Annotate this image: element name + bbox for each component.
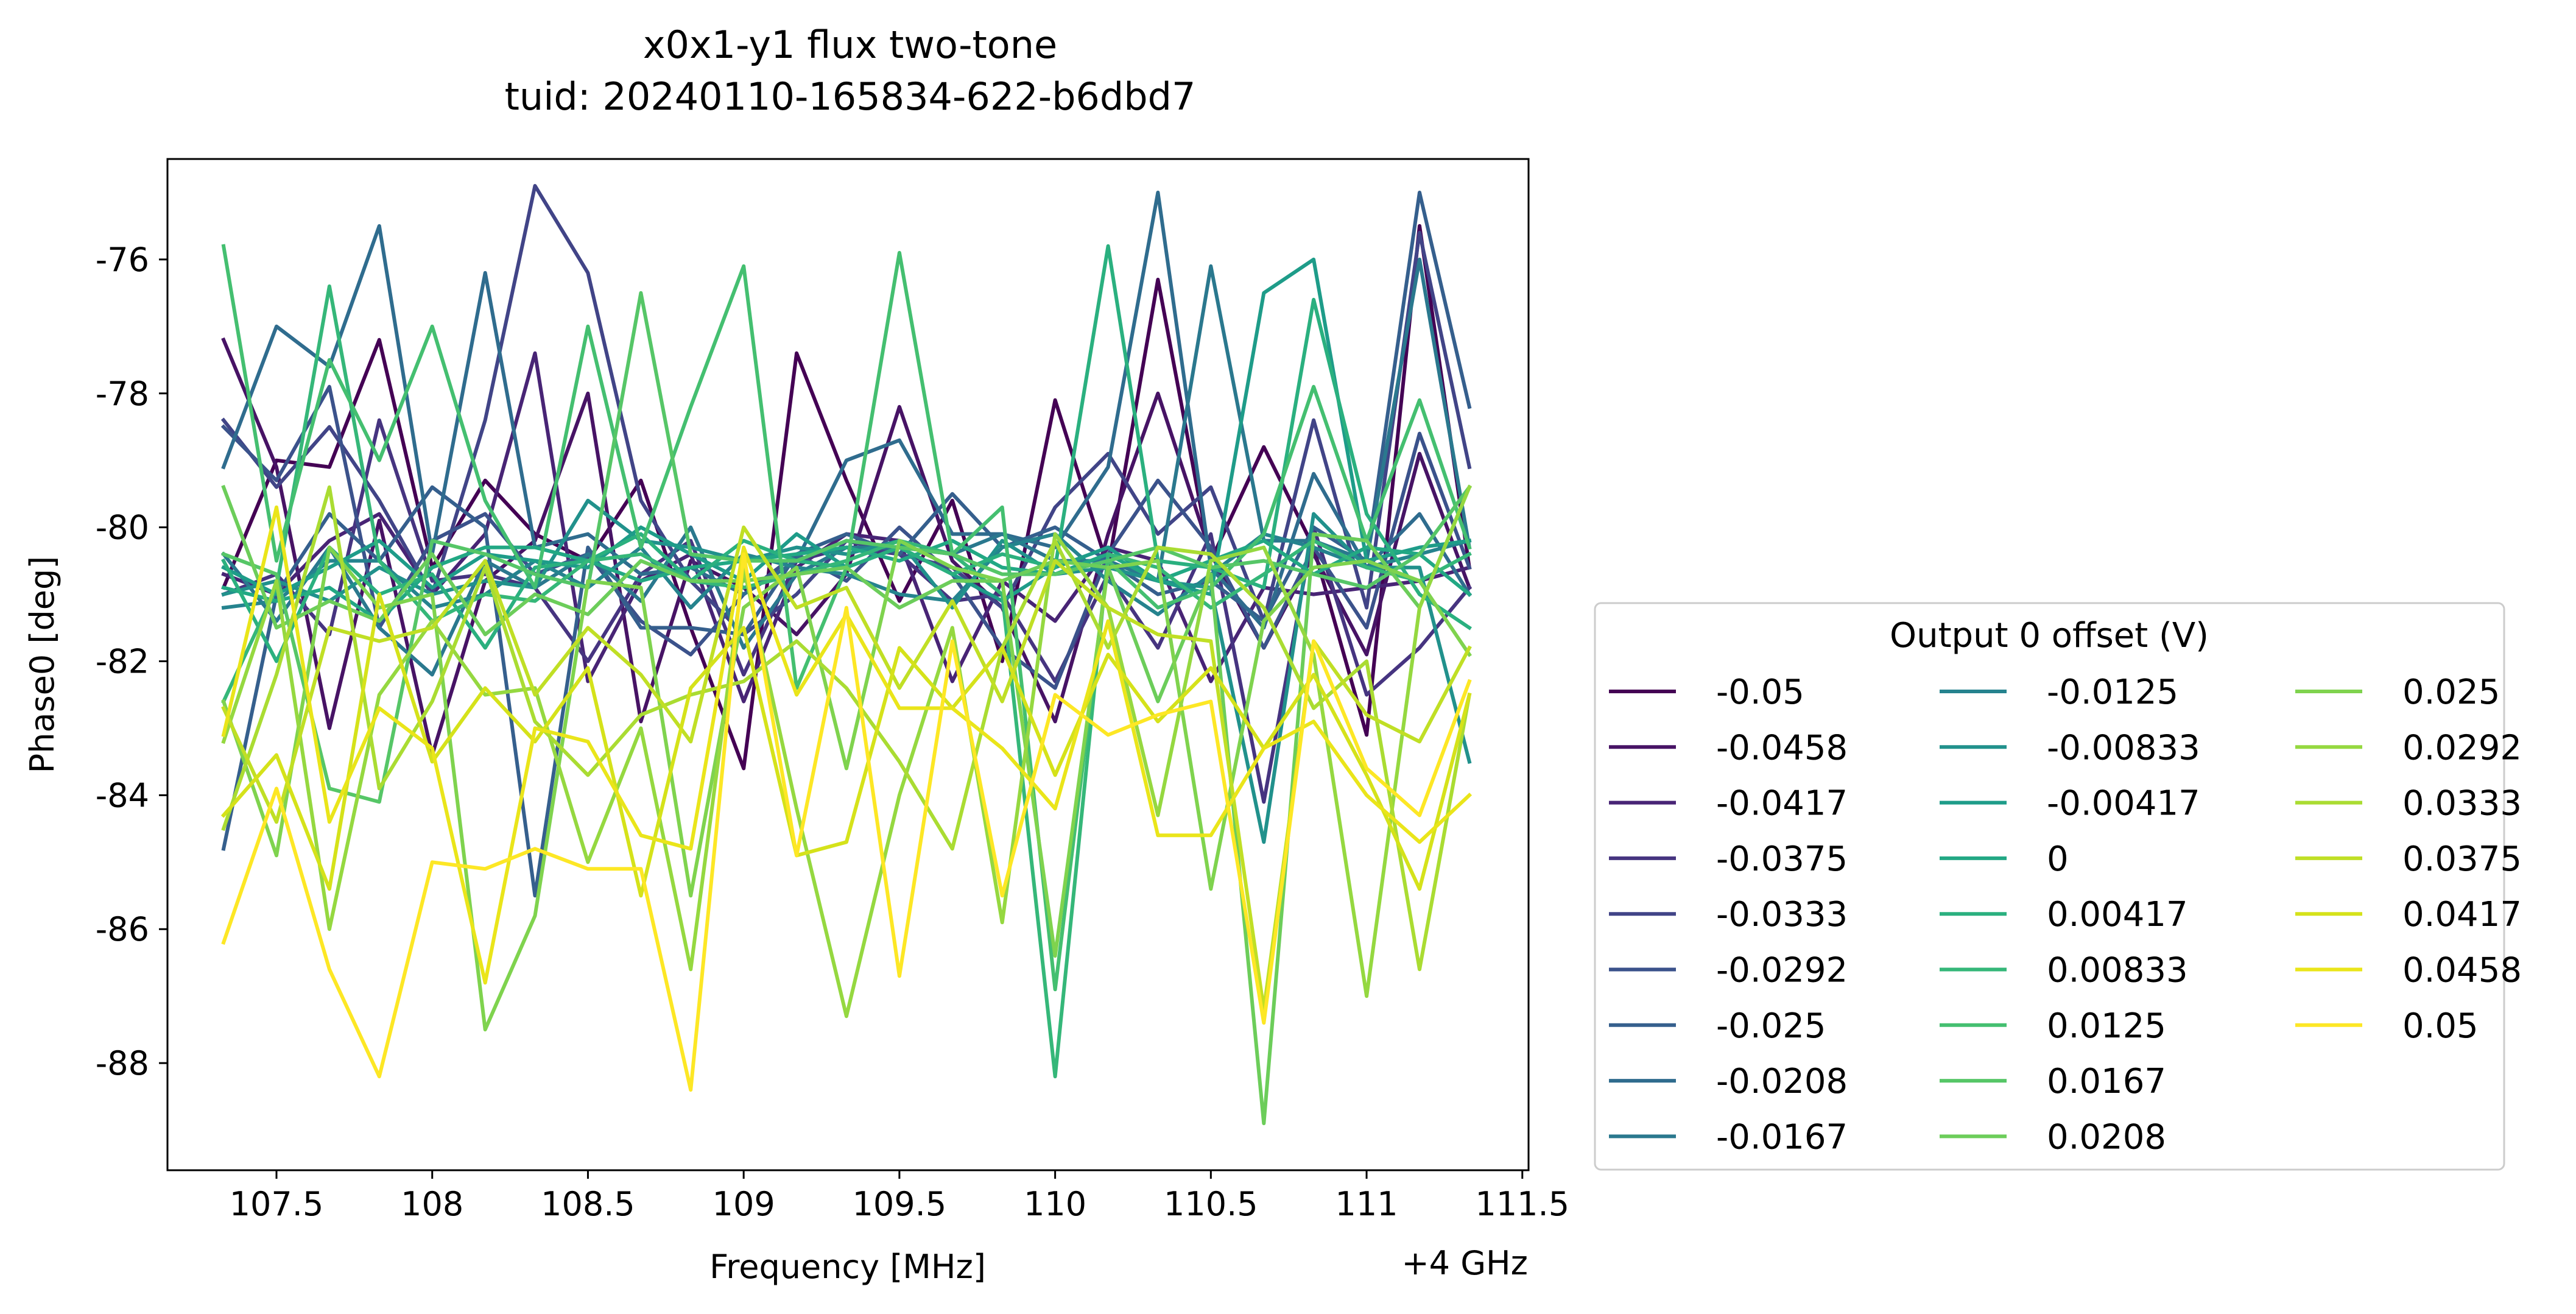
series-line-12 xyxy=(221,539,1473,623)
plot-area: 107.5 108 108.5 109 109.5 110 110.5 111 111.5 -8… xyxy=(96,158,1569,1223)
legend-label: -0.05 xyxy=(1716,673,1804,712)
legend-label: -0.00417 xyxy=(2047,784,2200,824)
y-tick-label: -78 xyxy=(96,375,149,413)
legend-label: 0.05 xyxy=(2402,1006,2479,1046)
legend-label: -0.0208 xyxy=(1716,1062,1848,1101)
legend-label: 0.0125 xyxy=(2047,1006,2166,1046)
y-axis-ticks: -88 -86 -84 -82 -80 -78 -76 xyxy=(96,241,167,1083)
legend-label: -0.0333 xyxy=(1716,895,1848,934)
y-tick-label: -86 xyxy=(96,910,149,948)
legend-label: 0.0458 xyxy=(2402,951,2522,991)
series-layer xyxy=(220,184,1473,1125)
legend-label: 0 xyxy=(2047,839,2069,879)
x-tick-label: 111 xyxy=(1336,1185,1398,1223)
legend-label: -0.0458 xyxy=(1716,728,1848,768)
y-axis-label: Phase0 [deg] xyxy=(23,556,62,774)
legend-label: -0.00833 xyxy=(2047,728,2200,768)
legend-title: Output 0 offset (V) xyxy=(1890,616,2209,655)
legend-label: 0.0292 xyxy=(2402,728,2522,768)
legend-label: -0.025 xyxy=(1716,1006,1826,1046)
legend-label: 0.0375 xyxy=(2402,839,2522,879)
y-tick-label: -80 xyxy=(96,509,149,547)
x-axis-label: Frequency [MHz] xyxy=(709,1248,986,1286)
legend-label: 0.00417 xyxy=(2047,895,2188,934)
legend-label: -0.0417 xyxy=(1716,784,1848,824)
x-tick-label: 110 xyxy=(1024,1185,1086,1223)
series-line-16 xyxy=(221,291,1472,804)
y-tick-label: -84 xyxy=(96,776,149,814)
x-tick-label: 109.5 xyxy=(853,1185,947,1223)
legend-label: -0.0375 xyxy=(1716,839,1848,879)
y-tick-label: -76 xyxy=(96,241,149,279)
legend-entries: -0.05 -0.0458 -0.0417 -0.0375 -0.0333 -0.0292… xyxy=(1609,673,2522,1157)
legend-label: -0.0125 xyxy=(2047,673,2178,712)
legend-label: -0.0292 xyxy=(1716,951,1848,991)
x-axis-ticks: 107.5 108 108.5 109 109.5 110 110.5 111 111.5 xyxy=(230,1170,1569,1223)
x-tick-label: 107.5 xyxy=(230,1185,324,1223)
x-tick-label: 109 xyxy=(713,1185,775,1223)
series-line-17 xyxy=(221,484,1472,1125)
y-tick-label: -88 xyxy=(96,1044,149,1083)
legend-frame xyxy=(1594,602,2505,1171)
series-line-18 xyxy=(221,539,1472,1032)
chart-title-line-2: tuid: 20240110-165834-622-b6dbd7 xyxy=(505,74,1196,119)
legend-label: 0.0417 xyxy=(2402,895,2522,934)
x-tick-label: 110.5 xyxy=(1164,1185,1258,1223)
chart-title-line-1: x0x1-y1 flux two-tone xyxy=(643,23,1057,67)
series-line-20 xyxy=(221,485,1472,972)
x-tick-label: 108.5 xyxy=(541,1185,635,1223)
legend-label: 0.0208 xyxy=(2047,1117,2166,1157)
x-axis-offset-label: +4 GHz xyxy=(1401,1244,1528,1282)
legend-label: 0.0167 xyxy=(2047,1062,2166,1101)
x-tick-label: 111.5 xyxy=(1475,1185,1569,1223)
legend-label: -0.0167 xyxy=(1716,1117,1848,1157)
legend-label: 0.025 xyxy=(2402,673,2500,712)
x-tick-label: 108 xyxy=(401,1185,463,1223)
legend-label: 0.0333 xyxy=(2402,784,2522,824)
legend-label: 0.00833 xyxy=(2047,951,2188,991)
legend: Output 0 offset (V) -0.05-0.0458-0.0417-… xyxy=(1594,602,2522,1171)
plot-frame xyxy=(166,158,1530,1171)
y-tick-label: -82 xyxy=(96,643,149,681)
series-line-19 xyxy=(221,484,1472,1019)
series-line-24 xyxy=(221,552,1472,1092)
